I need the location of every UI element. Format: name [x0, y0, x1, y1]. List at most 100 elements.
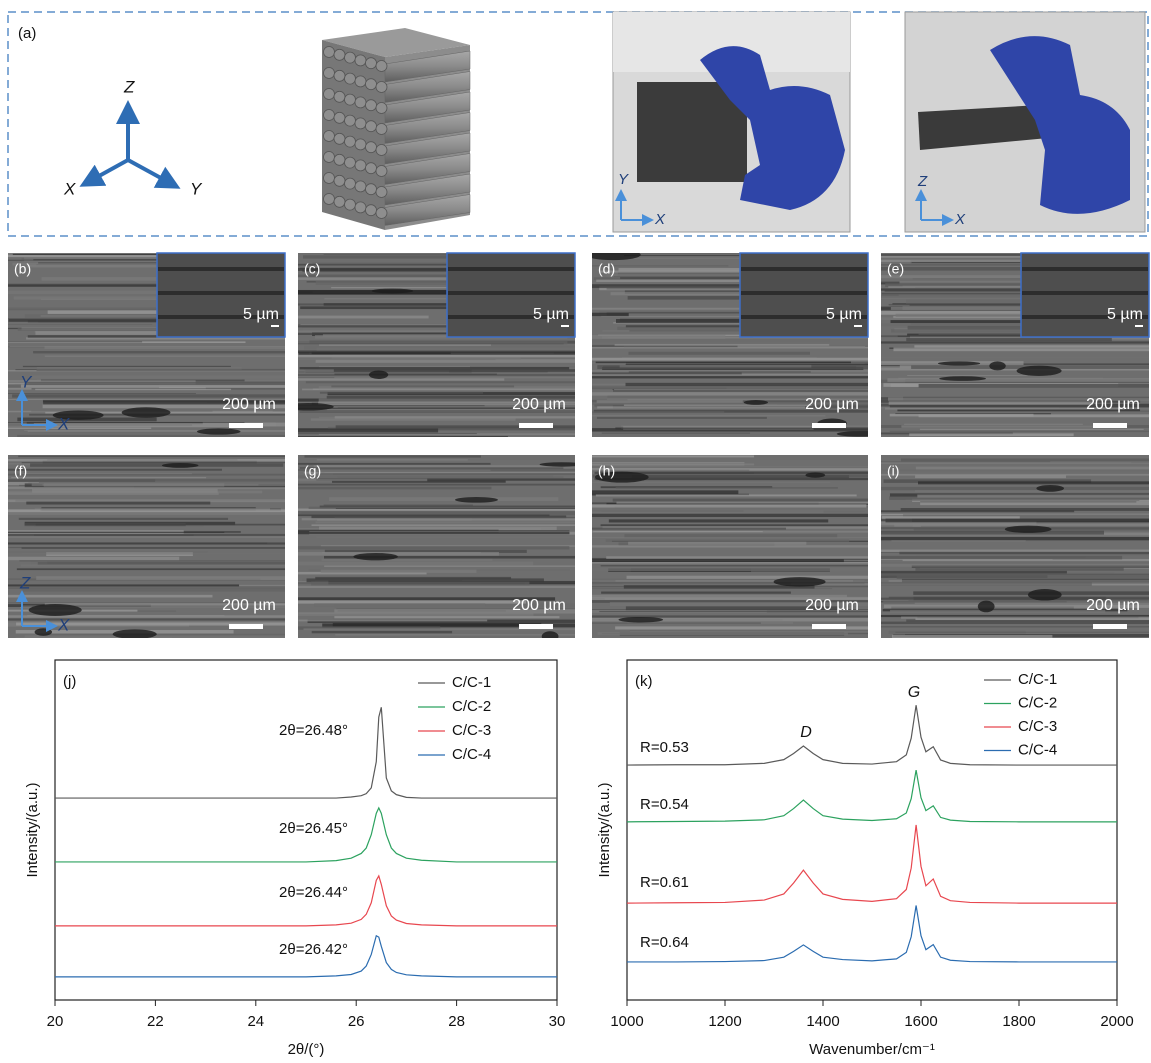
- streak: [0, 492, 219, 495]
- axis-label: Z: [917, 173, 928, 190]
- annotation: 2θ=26.48°: [279, 722, 348, 739]
- panel-label: (i): [887, 463, 899, 479]
- streak: [338, 407, 626, 408]
- pore: [540, 462, 584, 467]
- peak-label: G: [908, 684, 920, 701]
- streak: [574, 455, 754, 457]
- x-tick-label: 1600: [904, 1013, 937, 1030]
- streak: [573, 623, 760, 624]
- streak: [872, 357, 1151, 359]
- streak: [304, 455, 480, 457]
- pore: [1005, 526, 1052, 533]
- streak: [289, 378, 504, 380]
- pore: [774, 577, 826, 586]
- streak: [290, 487, 491, 490]
- inset-scale-bar: [854, 325, 862, 327]
- streak: [891, 540, 1025, 542]
- scale-label: 200 µm: [1086, 597, 1140, 614]
- fiber-end: [324, 152, 335, 163]
- streak: [316, 348, 594, 351]
- streak: [321, 570, 477, 573]
- photo: [613, 12, 1145, 232]
- streak: [584, 415, 825, 416]
- streak: [626, 383, 872, 386]
- inset-scale-label: 5 µm: [243, 306, 279, 323]
- streak: [321, 559, 492, 562]
- series-line: [627, 905, 1117, 961]
- axis-label: Z: [123, 77, 135, 96]
- streak: [315, 521, 622, 523]
- streak: [312, 525, 598, 526]
- x-tick-label: 28: [448, 1013, 465, 1030]
- streak: [869, 559, 1052, 560]
- inset-band: [741, 291, 867, 295]
- streak: [336, 508, 606, 509]
- streak: [895, 632, 1151, 633]
- streak: [21, 564, 299, 566]
- fiber-end: [334, 112, 345, 123]
- fiber-end: [345, 52, 356, 63]
- streak: [573, 504, 867, 507]
- streak: [876, 474, 1151, 476]
- streak: [334, 374, 496, 375]
- streak: [615, 344, 830, 346]
- streak: [11, 477, 206, 478]
- streak: [279, 351, 631, 353]
- streak: [279, 433, 477, 434]
- scale-bar: [519, 624, 553, 629]
- streak: [909, 433, 1073, 436]
- panel-label: (c): [304, 261, 320, 277]
- fiber-end: [324, 89, 335, 100]
- streak: [338, 610, 506, 611]
- streak: [300, 467, 564, 468]
- streak: [920, 502, 1151, 503]
- streak: [902, 579, 1151, 582]
- streak: [601, 592, 791, 594]
- inset-scale-label: 5 µm: [533, 306, 569, 323]
- streak: [317, 460, 468, 461]
- streak: [869, 531, 1104, 535]
- streak: [901, 425, 1093, 427]
- streak: [867, 298, 1032, 299]
- streak: [890, 431, 1151, 432]
- streak: [0, 393, 196, 394]
- streak: [864, 582, 1092, 586]
- streak: [298, 620, 487, 622]
- streak: [32, 483, 319, 486]
- fiber-end: [366, 205, 377, 216]
- streak: [903, 514, 1151, 516]
- streak: [14, 296, 173, 299]
- streak: [906, 338, 1112, 341]
- streak: [602, 511, 865, 512]
- streak: [307, 578, 544, 582]
- fiber-end: [366, 184, 377, 195]
- streak: [901, 508, 1151, 511]
- legend-label: C/C-3: [452, 722, 491, 739]
- streak: [1, 595, 213, 598]
- x-tick-label: 22: [147, 1013, 164, 1030]
- pore: [939, 376, 986, 381]
- fiber-end: [334, 70, 345, 81]
- streak: [867, 622, 1151, 624]
- x-tick-label: 1000: [610, 1013, 643, 1030]
- series-line: [627, 825, 1117, 903]
- streak: [877, 487, 1151, 490]
- panel-label: (b): [14, 261, 31, 277]
- streak: [32, 561, 321, 564]
- pore: [1036, 485, 1064, 492]
- streak: [595, 472, 918, 474]
- inset-band: [448, 267, 574, 271]
- panel-label: (f): [14, 463, 27, 479]
- legend-label: C/C-1: [452, 674, 491, 691]
- streak: [582, 568, 932, 571]
- axis-label: X: [63, 179, 76, 198]
- x-axis-label: Wavenumber/cm⁻¹: [809, 1041, 935, 1058]
- streak: [915, 567, 1123, 571]
- streak: [0, 532, 224, 533]
- fiber-end: [334, 91, 345, 102]
- streak: [23, 366, 231, 367]
- streak: [915, 618, 1151, 620]
- pore: [837, 431, 885, 436]
- pore: [1017, 366, 1062, 376]
- fiber-end: [355, 97, 366, 108]
